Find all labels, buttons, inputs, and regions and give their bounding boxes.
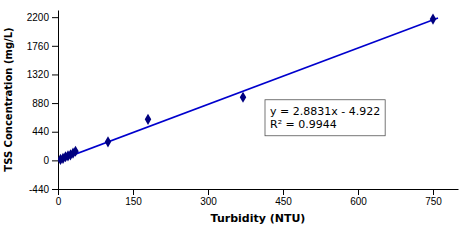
y-axis-tick-label: 440: [32, 126, 49, 137]
x-axis-title: Turbidity (NTU): [211, 212, 306, 225]
x-axis-tick: 450: [275, 189, 292, 207]
y-axis-tick-mark: [52, 74, 58, 75]
chart: 0 150 300 450 600 750 -440 0 440 880 1320 1760 2200 y…: [0, 0, 474, 227]
x-axis-tick-mark: [58, 189, 59, 195]
x-axis-tick: 150: [125, 189, 142, 207]
y-axis-tick-mark: [52, 46, 58, 47]
y-axis-tick-mark: [52, 17, 58, 18]
x-axis-tick-label: 300: [200, 196, 217, 207]
y-axis-tick-mark: [52, 103, 58, 104]
x-axis-tick: 0: [56, 189, 62, 207]
y-axis-tick-label: 1760: [27, 41, 50, 52]
scatter-point: [145, 114, 151, 125]
annotation: y = 2.8831x - 4.922R² = 0.9944: [265, 100, 385, 136]
x-axis-tick-label: 600: [350, 196, 367, 207]
y-axis-tick: 880: [32, 98, 58, 109]
y-axis-tick-label: 2200: [27, 12, 50, 23]
y-axis: -440 0 440 880 1320 1760 2200: [27, 11, 59, 195]
y-axis-tick-label: 880: [32, 98, 49, 109]
annotation-line: y = 2.8831x - 4.922: [270, 105, 380, 118]
y-axis-tick-mark: [52, 189, 58, 190]
y-axis-tick: 1320: [27, 69, 58, 80]
annotation-text: y = 2.8831x - 4.922R² = 0.9944: [270, 105, 380, 131]
x-axis-tick-mark: [283, 189, 284, 195]
x-axis-tick: 750: [425, 189, 442, 207]
y-axis-tick-label: -440: [29, 184, 49, 195]
y-axis-tick: 0: [43, 155, 58, 166]
y-axis-line: [58, 11, 59, 190]
y-axis-tick: 440: [32, 126, 58, 137]
marks: [58, 14, 438, 165]
y-axis-tick: 2200: [27, 12, 58, 23]
x-axis-tick-mark: [208, 189, 209, 195]
y-axis-tick-label: 0: [43, 155, 49, 166]
regression-line: [58, 18, 438, 161]
x-axis-tick-mark: [433, 189, 434, 195]
x-axis-tick: 300: [200, 189, 217, 207]
x-axis-tick-label: 150: [125, 196, 142, 207]
x-axis: 0 150 300 450 600 750: [56, 189, 459, 207]
x-axis-tick-mark: [133, 189, 134, 195]
x-axis-tick-label: 450: [275, 196, 292, 207]
y-axis-tick-mark: [52, 132, 58, 133]
scatter-point: [430, 14, 436, 25]
x-axis-tick-label: 0: [56, 196, 62, 207]
y-axis-tick: 1760: [27, 41, 58, 52]
x-axis-line: [59, 189, 459, 190]
plot: 0 150 300 450 600 750 -440 0 440 880 1320 1760 2200 y…: [27, 11, 459, 208]
scatter-point: [105, 136, 111, 147]
annotation-box: [265, 100, 385, 136]
y-axis-tick: -440: [29, 184, 58, 195]
x-axis-tick-label: 750: [425, 196, 442, 207]
x-axis-tick: 600: [350, 189, 367, 207]
y-axis-title: TSS Concentration (mg/L): [3, 27, 14, 171]
y-axis-tick-mark: [52, 160, 58, 161]
scatter-point: [240, 92, 246, 103]
x-axis-tick-mark: [358, 189, 359, 195]
y-axis-tick-label: 1320: [27, 69, 50, 80]
scatter-point: [72, 146, 78, 157]
annotation-line: R² = 0.9944: [270, 118, 337, 131]
